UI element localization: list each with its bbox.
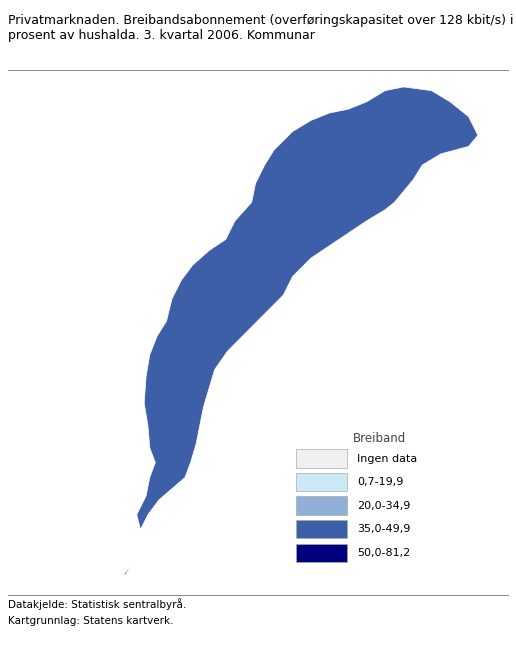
Bar	[296, 473, 347, 491]
Text: 50,0-81,2: 50,0-81,2	[357, 548, 410, 558]
Text: Ingen data: Ingen data	[357, 453, 417, 464]
Text: Privatmarknaden. Breibandsabonnement (overføringskapasitet over 128 kbit/s) i
pr: Privatmarknaden. Breibandsabonnement (ov…	[8, 14, 513, 43]
Polygon shape	[117, 87, 478, 578]
Bar	[296, 449, 347, 468]
Bar	[296, 496, 347, 515]
Text: 0,7-19,9: 0,7-19,9	[357, 477, 403, 487]
Text: Kartgrunnlag: Statens kartverk.: Kartgrunnlag: Statens kartverk.	[8, 616, 173, 626]
Text: Breiband: Breiband	[353, 432, 406, 445]
Bar	[296, 520, 347, 538]
Text: 35,0-49,9: 35,0-49,9	[357, 524, 410, 534]
Bar	[296, 544, 347, 562]
Text: Datakjelde: Statistisk sentralbyrå.: Datakjelde: Statistisk sentralbyrå.	[8, 598, 186, 610]
Text: 20,0-34,9: 20,0-34,9	[357, 500, 410, 511]
